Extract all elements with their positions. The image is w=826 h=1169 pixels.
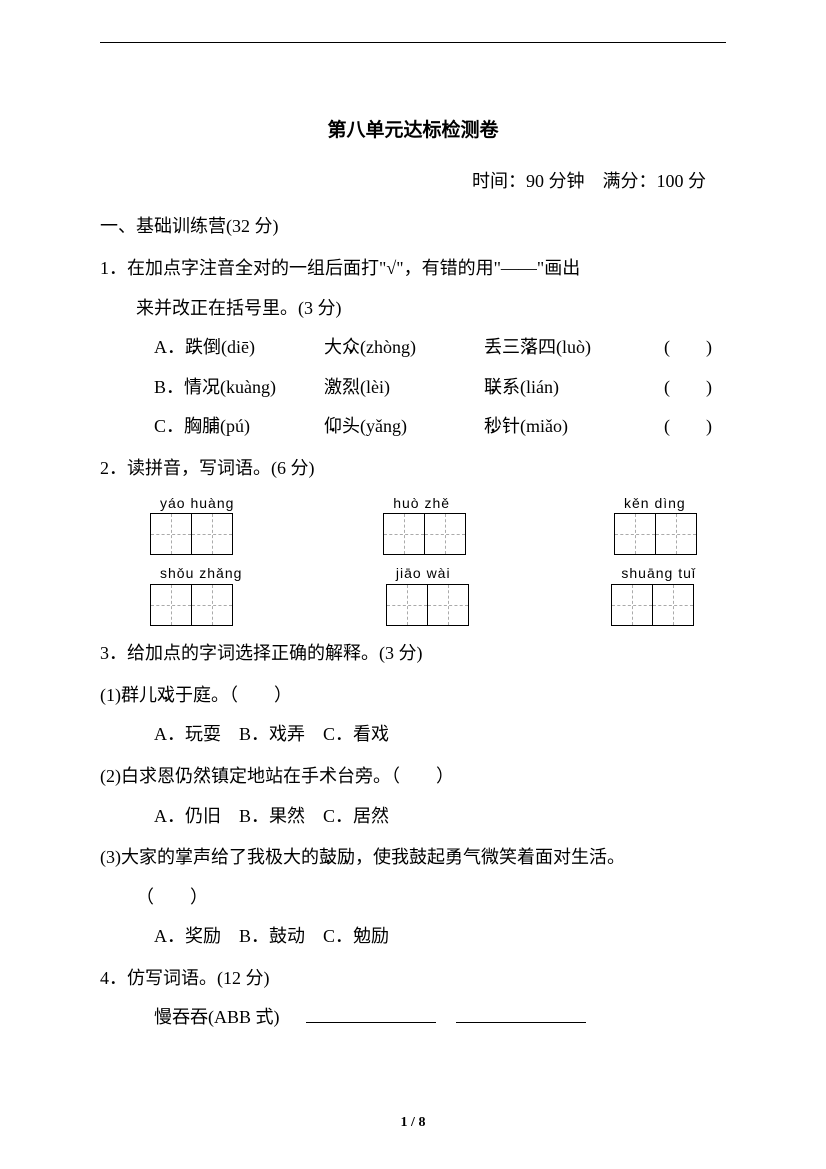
q2-r2-g1: shǒu zhǎng [150,565,242,626]
q1-a-w1b: 倒(diē) [203,337,255,357]
full-value: 100 分 [657,171,707,191]
tianzi-box[interactable] [150,584,192,626]
tianzi-box[interactable] [191,584,233,626]
q1-c-w2a: 仰 [324,416,342,436]
q2-r1-p1: yáo huàng [150,495,234,512]
q3-s3-line2: （ ） [100,878,726,918]
q2-r2-g2: jiāo wài [386,565,468,626]
meta-line: 时间：90 分钟 满分：100 分 [100,162,726,202]
q2-r1-p2: huò zhě [383,495,450,512]
q3-s3-d1: 鼓 [319,847,337,867]
q1-b-w3b: 系(lián) [502,377,559,397]
q1-stem-a: 1．在加点字注音全对的一组后面打"√"，有错的用"——"画出 [100,249,726,289]
q3-s2-post: 镇定地站在手术台旁。（ ） [211,766,454,786]
q1-c-w1b: 脯 [202,416,220,436]
q2-r2-g3: shuāng tuǐ [611,565,696,626]
time-value: 90 分钟 [526,171,585,191]
q2-r2-p2: jiāo wài [386,565,451,582]
q1-c-w3b: 针(miǎo) [502,416,568,436]
q3-s2-d1: 仍 [175,766,193,786]
fill-blank[interactable] [456,1005,586,1023]
q1-b-w1a: 情 [184,377,202,397]
q1-b-w2a: 激 [324,377,342,397]
q2-r1-p3: kěn dìng [614,495,686,512]
q1-b-w2b: 烈 [342,377,360,397]
q3-s2-d2: 然 [193,766,211,786]
q1-row-a: A．跌倒(diē) 大众(zhòng) 丢三落四(luò) ( ) [100,328,726,368]
q1-b-label: B． [154,377,184,397]
q1-c-w1c: (pú) [220,416,250,436]
q4-example: 慢吞吞(ABB 式) [154,1007,280,1027]
q3-s2-pre: (2)白求恩 [100,766,175,786]
top-rule [100,42,726,43]
q3-s1-opts: A．玩耍 B．戏弄 C．看戏 [100,715,726,755]
q3-stem: 3．给加点的字词选择正确的解释。(3 分) [100,634,726,674]
tianzi-box[interactable] [383,513,425,555]
q2-r2-p3: shuāng tuǐ [611,565,696,582]
footer-total: 8 [418,1115,425,1130]
q1-a-w3c: 四(luò) [538,337,591,357]
q3-s3-opts: A．奖励 B．鼓动 C．勉励 [100,917,726,957]
tianzi-box[interactable] [427,584,469,626]
q2-r1-g3: kěn dìng [614,495,696,556]
q1-a-w2c: (zhòng) [360,337,416,357]
q2-r1-g2: huò zhě [383,495,465,556]
time-label: 时间： [472,171,526,191]
q1-b-w3a: 联 [484,377,502,397]
q2-r1-g1: yáo huàng [150,495,234,556]
tianzi-box[interactable] [652,584,694,626]
q3-s1-pre: (1)群儿 [100,685,157,705]
q1-a-paren[interactable]: ( ) [664,328,724,368]
q1-c-label: C． [154,416,184,436]
q1-row-c: C．胸脯(pú) 仰头(yǎng) 秒针(miǎo) ( ) [100,407,726,447]
q1-c-w2b: 头(yǎng) [342,416,407,436]
q1-a-w2a: 大 [324,337,342,357]
q3-s3-d2: 励 [337,847,355,867]
q3-s3-l1b: ，使我鼓起勇气微笑着面对生活。 [355,847,625,867]
q3-s3-line1: (3)大家的掌声给了我极大的鼓励，使我鼓起勇气微笑着面对生活。 [100,838,726,878]
tianzi-box[interactable] [191,513,233,555]
q1-c-paren[interactable]: ( ) [664,407,724,447]
tianzi-box[interactable] [611,584,653,626]
q3-s1-dot: 戏 [157,685,175,705]
q1-a-w3b: 落 [520,337,538,357]
q3-s1: (1)群儿戏于庭。（ ） [100,676,726,716]
tianzi-box[interactable] [424,513,466,555]
q1-b-paren[interactable]: ( ) [664,368,724,408]
q2-row1: yáo huàng huò zhě kěn dìng [100,495,726,556]
q2-stem: 2．读拼音，写词语。(6 分) [100,449,726,489]
tianzi-box[interactable] [150,513,192,555]
page-title: 第八单元达标检测卷 [100,110,726,152]
q1-stem-b: 来并改正在括号里。(3 分) [100,289,726,329]
q1-a-w1a: 跌 [185,337,203,357]
tianzi-box[interactable] [614,513,656,555]
tianzi-box[interactable] [655,513,697,555]
q1-c-w1a: 胸 [184,416,202,436]
q3-s2: (2)白求恩仍然镇定地站在手术台旁。（ ） [100,757,726,797]
q1-a-w3a: 丢三 [484,337,520,357]
q4-stem: 4．仿写词语。(12 分) [100,959,726,999]
page-footer: 1 / 8 [0,1108,826,1139]
section-1-heading: 一、基础训练营(32 分) [100,207,726,247]
q3-s1-post: 于庭。（ ） [175,685,292,705]
fill-blank[interactable] [306,1005,436,1023]
q1-a-label: A． [154,337,185,357]
q1-b-w1b: 况 [202,377,220,397]
full-label: 满分： [603,171,657,191]
q1-b-w2c: (lèi) [360,377,390,397]
q1-b-w1c: (kuàng) [220,377,276,397]
q3-s3-l1a: (3)大家的掌声给了我极大的 [100,847,319,867]
q2-r2-p1: shǒu zhǎng [150,565,242,582]
q1-c-w3a: 秒 [484,416,502,436]
q2-row2: shǒu zhǎng jiāo wài shuāng tuǐ [100,565,726,626]
footer-page: 1 [401,1115,408,1130]
q3-s2-opts: A．仍旧 B．果然 C．居然 [100,797,726,837]
q1-row-b: B．情况(kuàng) 激烈(lèi) 联系(lián) ( ) [100,368,726,408]
tianzi-box[interactable] [386,584,428,626]
footer-sep: / [408,1115,419,1130]
q4-example-line: 慢吞吞(ABB 式) [100,998,726,1038]
q1-a-w2b: 众 [342,337,360,357]
